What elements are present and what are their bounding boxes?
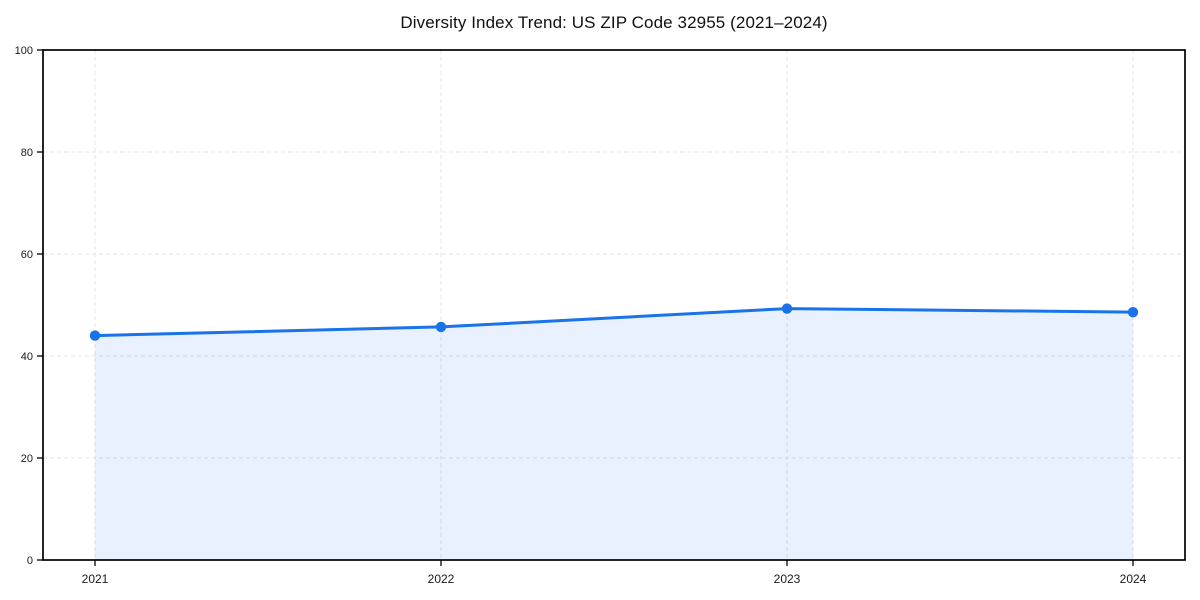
y-tick-label: 60	[21, 249, 33, 261]
y-tick-label: 40	[21, 351, 33, 363]
y-tick-label: 100	[15, 45, 33, 57]
data-point	[89, 330, 101, 341]
data-point	[1127, 306, 1139, 318]
plot-border	[42, 49, 1186, 561]
y-tick-label: 20	[21, 453, 33, 465]
data-point	[435, 321, 447, 333]
y-tick-label: 0	[27, 555, 33, 567]
y-tick-label: 80	[21, 147, 33, 159]
chart-title: Diversity Index Trend: US ZIP Code 32955…	[400, 13, 828, 32]
x-tick-label: 2023	[774, 572, 801, 586]
trend-line	[93, 307, 1135, 338]
area-fill	[95, 308, 1133, 560]
x-tick-label: 2021	[82, 572, 109, 586]
x-tick-label: 2024	[1120, 572, 1147, 586]
x-tick-label: 2022	[428, 572, 455, 586]
data-point	[781, 303, 793, 314]
